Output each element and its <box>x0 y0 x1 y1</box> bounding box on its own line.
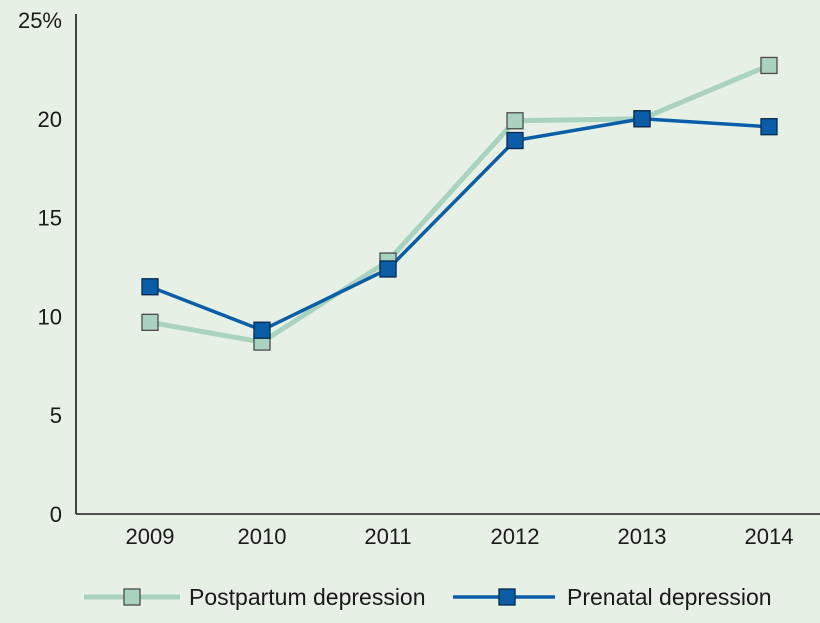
x-tick-label: 2013 <box>618 524 667 549</box>
data-point-marker <box>141 278 159 296</box>
y-tick-label: 20 <box>38 107 62 132</box>
y-tick-label: 25% <box>18 8 62 33</box>
series-markers <box>141 56 778 351</box>
data-point-marker <box>253 321 271 339</box>
x-tick-label: 2012 <box>491 524 540 549</box>
legend: Postpartum depression Prenatal depression <box>84 584 772 610</box>
data-point-marker <box>760 118 778 136</box>
data-point-marker <box>760 56 778 75</box>
data-point-marker <box>141 313 159 331</box>
legend-label: Prenatal depression <box>567 584 772 610</box>
y-tick-label: 10 <box>38 304 62 329</box>
tick-labels: 0 5 10 15 20 25% 2009 2010 2011 2012 2013 2014 <box>18 8 794 549</box>
data-point-marker <box>633 110 651 128</box>
y-tick-label: 15 <box>38 206 62 231</box>
data-point-marker <box>379 260 397 278</box>
y-tick-label: 5 <box>50 403 62 428</box>
x-tick-label: 2009 <box>126 524 175 549</box>
y-tick-label: 0 <box>50 502 62 527</box>
series-line <box>149 63 770 345</box>
legend-swatch-marker <box>123 588 141 606</box>
series-line <box>149 117 770 332</box>
axes <box>75 14 820 515</box>
legend-swatch-marker <box>498 588 516 606</box>
x-tick-label: 2010 <box>238 524 287 549</box>
data-point-marker <box>506 112 524 130</box>
series-lines <box>149 63 770 345</box>
x-tick-label: 2011 <box>364 524 411 549</box>
data-point-marker <box>506 131 524 150</box>
legend-label: Postpartum depression <box>189 584 426 610</box>
x-tick-label: 2014 <box>745 524 794 549</box>
